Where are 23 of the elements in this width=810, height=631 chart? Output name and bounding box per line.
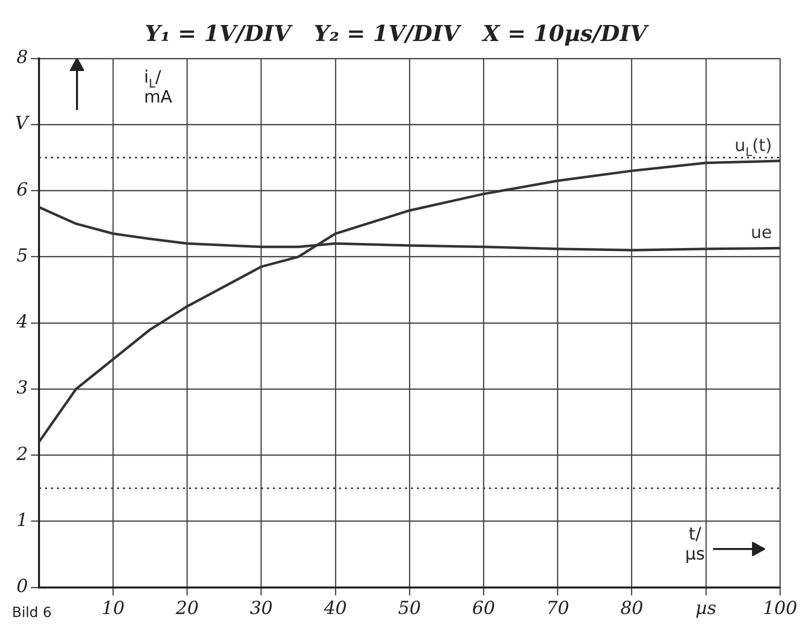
- x-tick-label: 50: [398, 598, 421, 619]
- y-tick-label: 8: [16, 47, 28, 68]
- chart-title: Y₁ = 1V/DIV Y₂ = 1V/DIV X = 10µs/DIV: [144, 20, 650, 47]
- x-tick-label: 70: [546, 598, 570, 619]
- x-tick-label: 10: [102, 598, 125, 619]
- y-tick-label: 0: [16, 576, 28, 598]
- y-tick-label: 4: [16, 312, 28, 333]
- y-tick-label: 1: [16, 510, 28, 531]
- x-tick-label: 80: [620, 598, 644, 619]
- x-tick-label: µs: [695, 598, 716, 619]
- y-tick-label: V: [15, 113, 30, 134]
- y-tick-label: 5: [16, 245, 28, 266]
- x-tick-label: 30: [250, 598, 273, 619]
- x-tick-label: 40: [322, 598, 347, 619]
- series-label: ue: [750, 223, 772, 244]
- x-axis-title: t/ µs: [685, 524, 705, 564]
- x-tick-label: 100: [762, 598, 798, 619]
- y-tick-label: 3: [16, 378, 28, 399]
- y-tick-label: 6: [16, 179, 28, 200]
- x-tick-label: 60: [472, 598, 496, 619]
- text: Bild 6: [12, 605, 52, 621]
- x-tick-label: 20: [174, 598, 199, 619]
- y-tick-label: 2: [16, 444, 28, 465]
